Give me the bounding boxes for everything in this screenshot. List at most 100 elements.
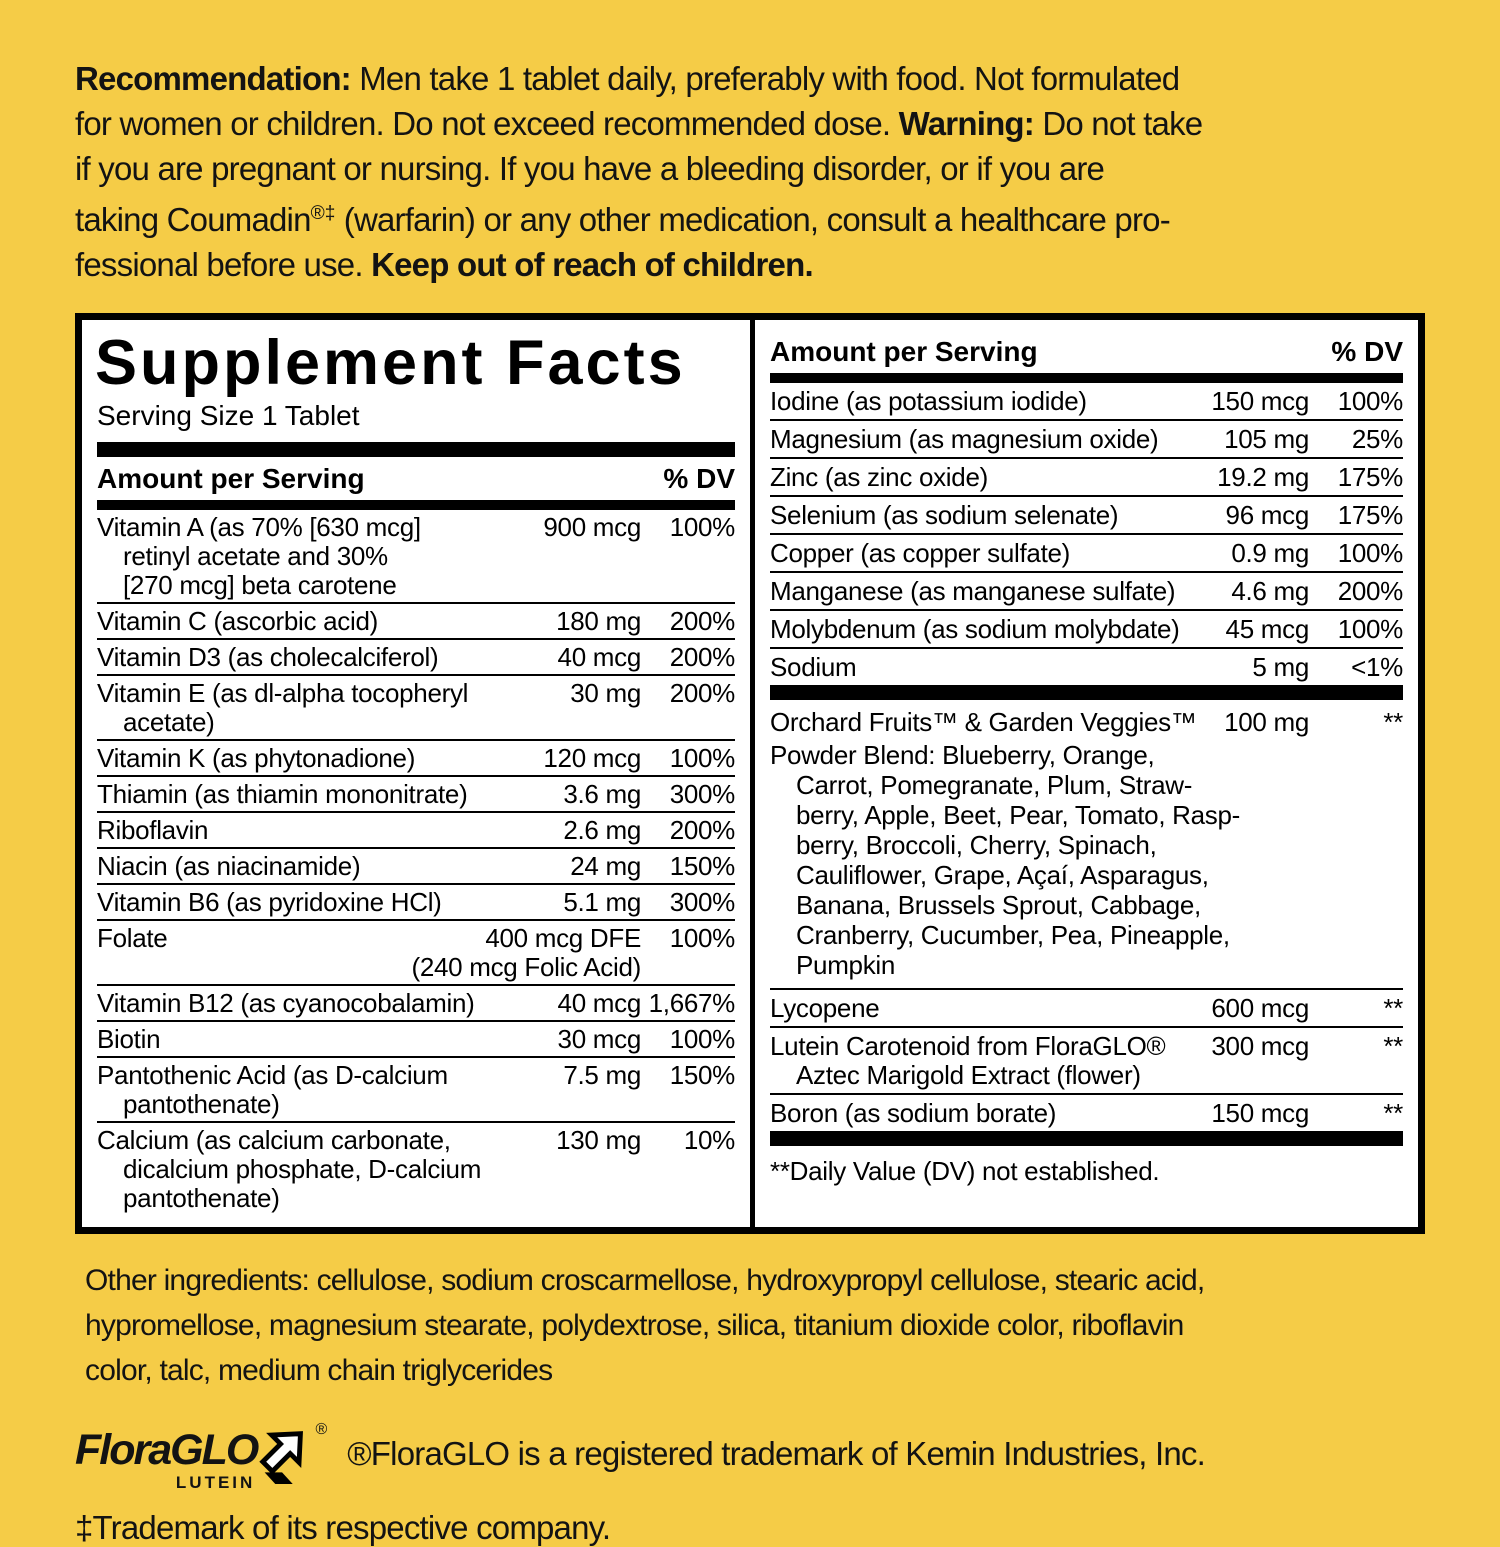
row-divider (770, 419, 1403, 421)
nutrient-amount: 30 mcg (557, 1024, 642, 1055)
row-divider (770, 609, 1403, 611)
nutrient-name: Vitamin B6 (as pyridoxine HCl) (97, 887, 442, 918)
nutrient-amount: 180 mg (556, 606, 641, 637)
row-divider (97, 984, 735, 987)
row-divider (770, 988, 1403, 990)
nutrient-row: Molybdenum (as sodium molybdate) 45 mcg 10… (770, 611, 1403, 647)
nutrient-row: Lutein Carotenoid from FloraGLO® Aztec M… (770, 1028, 1403, 1093)
nutrient-dv: 10% (683, 1125, 735, 1156)
nutrient-name: Zinc (as zinc oxide) (770, 462, 988, 492)
nutrient-dv: <1% (1351, 652, 1403, 682)
nutrient-dv: 200% (669, 642, 736, 673)
nutrient-row: Magnesium (as magnesium oxide) 105 mg 25% (770, 421, 1403, 457)
floraglo-lutein-text: LUTEIN (175, 1473, 256, 1493)
row-divider (770, 571, 1403, 573)
coumadin-trademark-marks: ®‡ (310, 203, 336, 224)
nutrient-name: Calcium (as calcium carbonate, dicalcium… (97, 1125, 482, 1214)
nutrient-dv: 200% (669, 815, 736, 846)
nutrient-name: Selenium (as sodium selenate) (770, 500, 1119, 530)
nutrient-row: Riboflavin 2.6 mg 200% (97, 813, 735, 847)
nutrient-amount: 19.2 mg (1217, 462, 1309, 492)
floraglo-logo: FloraGLO LUTEIN ® (75, 1421, 327, 1493)
nutrient-row: Biotin 30 mcg 100% (97, 1022, 735, 1056)
supplement-facts-panel: Supplement Facts Serving Size 1 Tablet A… (75, 313, 1425, 1235)
recommendation-body-2: Do not take if you are pregnant or nursi… (75, 105, 1203, 238)
recommendation-body-1: Men take 1 tablet daily, preferably with… (75, 60, 1180, 142)
nutrient-amount: 0.9 mg (1231, 538, 1309, 568)
nutrient-name: Molybdenum (as sodium molybdate) (770, 614, 1180, 644)
nutrient-row: Vitamin B6 (as pyridoxine HCl) 5.1 mg 300% (97, 885, 735, 919)
nutrient-row: Sodium 5 mg <1% (770, 649, 1403, 685)
nutrient-amount: 4.6 mg (1231, 576, 1309, 606)
blend-continuation: Powder Blend: Blueberry, Orange, Carrot,… (770, 740, 1241, 980)
recommendation-body-3: (warfarin) or any other medication, cons… (75, 201, 1171, 283)
section-bar (770, 685, 1403, 700)
nutrient-dv: 100% (669, 743, 736, 774)
floraglo-trademark-note: ®FloraGLO is a registered trademark of K… (347, 1435, 1206, 1473)
nutrient-dv: 100% (1337, 386, 1404, 416)
nutrient-dv: 150% (669, 1060, 736, 1091)
nutrient-amount: 5 mg (1252, 652, 1309, 682)
nutrient-dv: 100% (669, 512, 736, 543)
nutrient-name: Vitamin C (ascorbic acid) (97, 606, 379, 637)
nutrient-amount: 120 mcg (543, 743, 641, 774)
section-bar (770, 373, 1403, 383)
nutrient-name: Vitamin B12 (as cyanocobalamin) (97, 988, 475, 1019)
section-bar (97, 500, 735, 511)
nutrient-dv: 1,667% (648, 988, 736, 1019)
nutrient-row: Folate 400 mcg DFE (240 mcg Folic Acid) 10… (97, 921, 735, 984)
nutrient-dv: ** (1383, 1098, 1403, 1128)
nutrient-amount: 2.6 mg (563, 815, 641, 846)
keep-out-of-reach: Keep out of reach of children. (371, 246, 814, 283)
nutrient-dv: 100% (669, 923, 736, 954)
warning-lead: Warning: (898, 105, 1035, 142)
nutrient-dv: 300% (669, 779, 736, 810)
nutrient-row: Vitamin A (as 70% [630 mcg] retinyl acet… (97, 510, 735, 602)
right-column-header: Amount per Serving % DV (770, 330, 1403, 373)
row-divider (97, 775, 735, 778)
nutrient-amount: 600 mcg (1211, 993, 1309, 1023)
blend-amount: 100 mg (1224, 707, 1309, 737)
nutrient-dv: 200% (1337, 576, 1404, 606)
nutrient-amount: 130 mg (556, 1125, 641, 1156)
registered-mark: ® (315, 1421, 328, 1439)
row-divider (97, 1020, 735, 1023)
row-divider (97, 638, 735, 641)
nutrient-row: Lycopene 600 mcg ** (770, 990, 1403, 1026)
nutrient-row: Vitamin E (as dl-alpha tocopheryl acetat… (97, 676, 735, 739)
row-divider (97, 674, 735, 677)
nutrient-amount: 150 mcg (1211, 386, 1309, 416)
serving-size: Serving Size 1 Tablet (97, 400, 360, 432)
nutrient-row: Selenium (as sodium selenate) 96 mcg 175% (770, 497, 1403, 533)
nutrient-name: Folate (97, 923, 168, 954)
nutrient-dv: ** (1383, 993, 1403, 1023)
nutrient-amount: 24 mg (570, 851, 641, 882)
nutrient-row: Vitamin K (as phytonadione) 120 mcg 100% (97, 741, 735, 775)
nutrient-name: Vitamin K (as phytonadione) (97, 743, 416, 774)
row-divider (770, 457, 1403, 459)
nutrient-row: Calcium (as calcium carbonate, dicalcium… (97, 1123, 735, 1215)
nutrient-name: Lycopene (770, 993, 880, 1023)
nutrient-name: Magnesium (as magnesium oxide) (770, 424, 1159, 454)
blend-row: Orchard Fruits™ & Garden Veggies™ 100 mg *… (770, 700, 1403, 740)
nutrient-name: Riboflavin (97, 815, 209, 846)
nutrient-amount: 5.1 mg (563, 887, 641, 918)
row-divider (97, 602, 735, 605)
row-divider (97, 919, 735, 922)
nutrient-amount: 40 mcg (557, 988, 642, 1019)
supplement-facts-title: Supplement Facts (95, 328, 686, 398)
nutrient-row: Niacin (as niacinamide) 24 mg 150% (97, 849, 735, 883)
dv-header: % DV (663, 463, 735, 495)
nutrient-name: Niacin (as niacinamide) (97, 851, 361, 882)
row-divider (770, 1093, 1403, 1095)
nutrient-name: Boron (as sodium borate) (770, 1098, 1057, 1128)
nutrient-name: Vitamin E (as dl-alpha tocopheryl acetat… (97, 678, 469, 738)
nutrient-amount: 3.6 mg (563, 779, 641, 810)
amount-per-serving-header: Amount per Serving (770, 336, 1038, 367)
row-divider (97, 811, 735, 814)
nutrient-name: Vitamin A (as 70% [630 mcg] retinyl acet… (97, 512, 421, 601)
blend-name: Orchard Fruits™ & Garden Veggies™ (770, 707, 1197, 737)
nutrient-name: Pantothenic Acid (as D-calcium pantothen… (97, 1060, 448, 1120)
nutrient-amount: 96 mcg (1225, 500, 1310, 530)
nutrient-row: Boron (as sodium borate) 150 mcg ** (770, 1095, 1403, 1131)
